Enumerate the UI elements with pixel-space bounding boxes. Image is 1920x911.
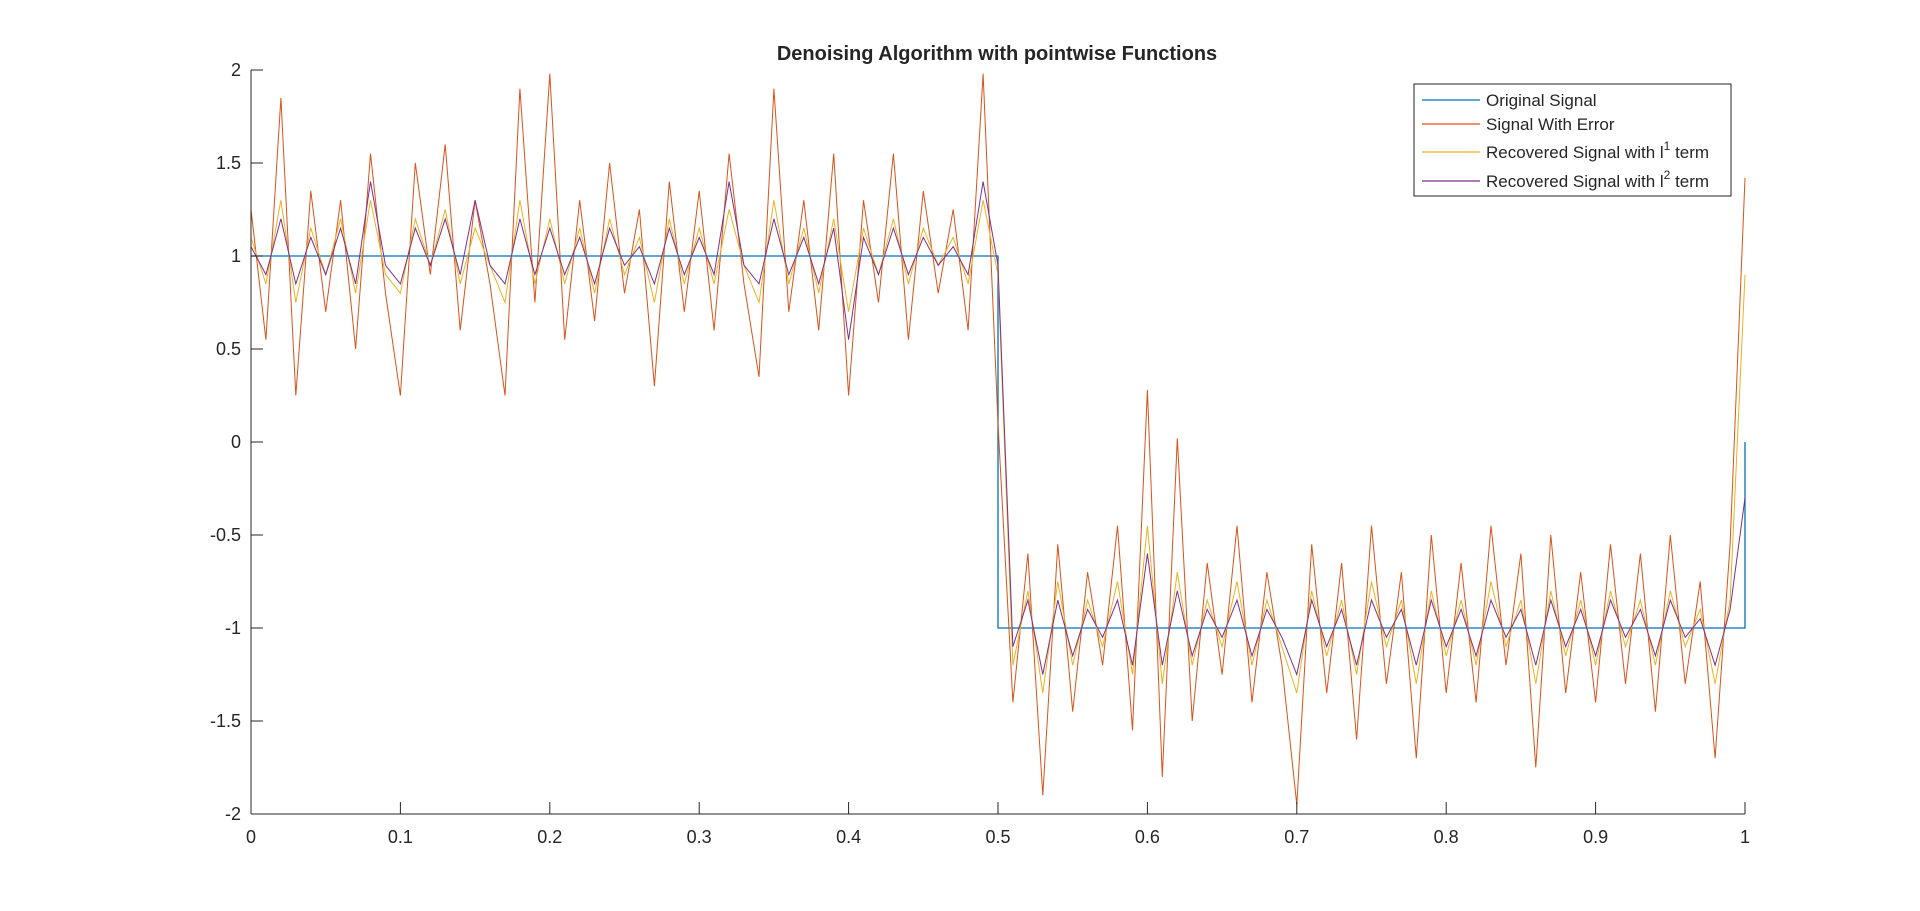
legend-box (1413, 83, 1732, 197)
x-tick-label: 0.8 (1434, 827, 1459, 847)
x-tick-label: 0.7 (1284, 827, 1309, 847)
y-tick-label: 0.5 (216, 339, 241, 359)
x-tick-label: 0.5 (985, 827, 1010, 847)
y-tick-label: 1 (231, 246, 241, 266)
legend-label: Signal With Error (1486, 115, 1615, 134)
legend-label: Recovered Signal with l2 term (1486, 168, 1709, 191)
x-axis: 0 0.1 0.2 0.3 0.4 0.5 0.6 0.7 0.8 0.9 1 (246, 802, 1750, 847)
chart-title: Denoising Algorithm with pointwise Funct… (777, 43, 1217, 65)
legend-label: Recovered Signal with l1 term (1486, 139, 1709, 162)
series-line-4 (250, 181, 1746, 677)
x-tick-label: 0.4 (836, 827, 861, 847)
legend-label: Original Signal (1486, 91, 1597, 110)
x-tick-label: 0.2 (537, 827, 562, 847)
x-tick-label: 1 (1740, 827, 1750, 847)
x-tick-label: 0.1 (388, 827, 413, 847)
y-tick-label: 0 (231, 432, 241, 452)
x-tick-label: 0.6 (1135, 827, 1160, 847)
y-axis: 2 1.5 1 0.5 0 -0.5 -1 -1.5 -2 (210, 60, 263, 824)
series-line-2 (250, 73, 1746, 805)
x-tick-label: 0.9 (1583, 827, 1608, 847)
y-tick-label: -0.5 (210, 525, 241, 545)
x-tick-label: 0 (246, 827, 256, 847)
y-tick-label: -2 (225, 804, 241, 824)
y-tick-label: -1 (225, 618, 241, 638)
plot-area (250, 73, 1746, 805)
series-line-1 (251, 255, 1746, 629)
y-tick-label: -1.5 (210, 711, 241, 731)
y-tick-label: 1.5 (216, 153, 241, 173)
y-tick-label: 2 (231, 60, 241, 80)
legend: Original Signal Signal With Error Recovere… (1413, 83, 1732, 197)
x-tick-label: 0.3 (687, 827, 712, 847)
